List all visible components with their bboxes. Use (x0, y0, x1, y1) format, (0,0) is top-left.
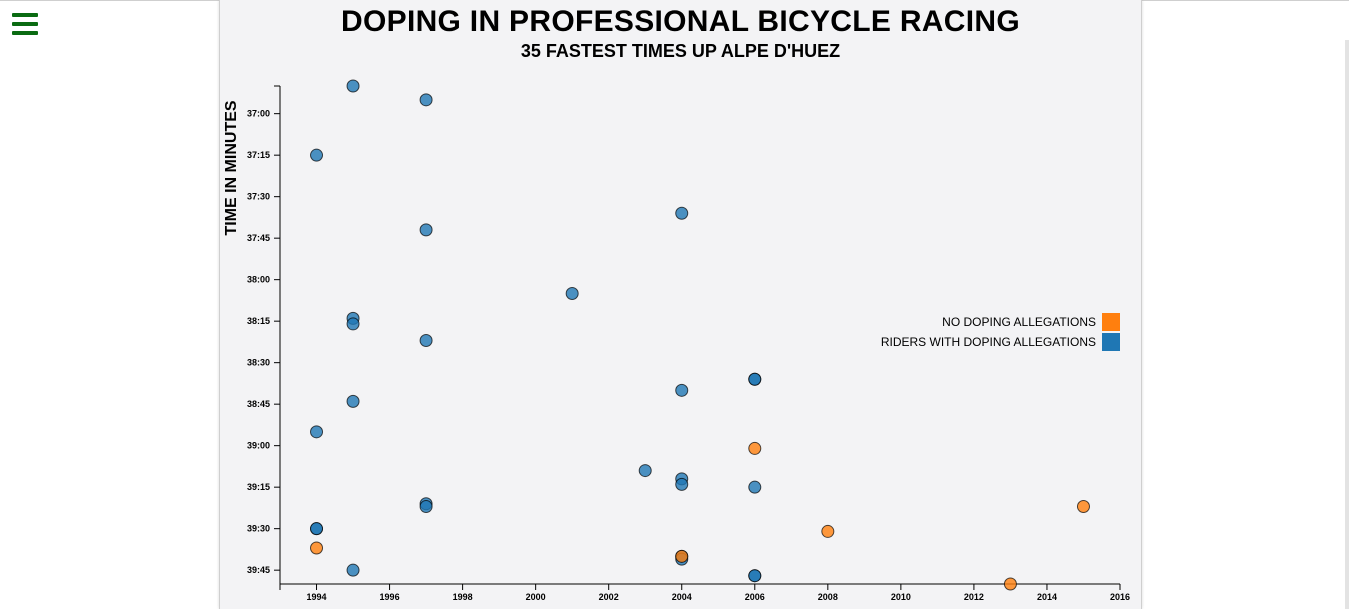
chart-panel (219, 0, 1142, 609)
y-tick-label: 39:15 (247, 482, 270, 492)
data-point[interactable] (346, 317, 360, 331)
x-tick-label: 2012 (964, 592, 984, 602)
y-axis-label: TIME IN MINUTES (223, 100, 240, 235)
data-point[interactable] (675, 206, 689, 220)
x-tick-label: 2004 (672, 592, 692, 602)
x-tick-label: 1996 (380, 592, 400, 602)
y-tick-label: 38:15 (247, 316, 270, 326)
data-point[interactable] (675, 477, 689, 491)
data-point[interactable] (748, 372, 762, 386)
legend-label: RIDERS WITH DOPING ALLEGATIONS (881, 335, 1096, 349)
y-tick-label: 37:30 (247, 192, 270, 202)
legend-swatch (1102, 313, 1120, 331)
data-point[interactable] (346, 394, 360, 408)
data-point[interactable] (419, 223, 433, 237)
x-tick-label: 1994 (307, 592, 327, 602)
y-tick-label: 39:30 (247, 524, 270, 534)
data-point[interactable] (310, 148, 324, 162)
data-point[interactable] (1076, 500, 1090, 514)
data-point[interactable] (638, 464, 652, 478)
x-tick-label: 2002 (599, 592, 619, 602)
y-tick-label: 37:15 (247, 150, 270, 160)
data-point[interactable] (419, 500, 433, 514)
data-point[interactable] (346, 563, 360, 577)
data-point[interactable] (346, 79, 360, 93)
hamburger-menu-icon[interactable] (12, 13, 38, 35)
x-tick-label: 2000 (526, 592, 546, 602)
chart-subtitle: 35 FASTEST TIMES UP ALPE D'HUEZ (520, 41, 841, 61)
data-point[interactable] (310, 522, 324, 536)
data-point[interactable] (748, 569, 762, 583)
data-point[interactable] (821, 524, 835, 538)
x-tick-label: 1998 (453, 592, 473, 602)
x-tick-label: 2008 (818, 592, 838, 602)
data-point[interactable] (310, 541, 324, 555)
y-tick-label: 38:30 (247, 358, 270, 368)
data-point[interactable] (748, 480, 762, 494)
y-tick-label: 37:00 (247, 109, 270, 119)
y-tick-label: 37:45 (247, 233, 270, 243)
data-point[interactable] (419, 334, 433, 348)
y-tick-label: 39:45 (247, 565, 270, 575)
legend-label: NO DOPING ALLEGATIONS (942, 315, 1096, 329)
y-tick-label: 38:45 (247, 399, 270, 409)
data-point[interactable] (675, 549, 689, 563)
x-tick-label: 2006 (745, 592, 765, 602)
data-point[interactable] (310, 425, 324, 439)
data-point[interactable] (675, 383, 689, 397)
x-tick-label: 2010 (891, 592, 911, 602)
legend-swatch (1102, 333, 1120, 351)
data-point[interactable] (1003, 577, 1017, 591)
scrollbar[interactable] (1345, 40, 1349, 609)
data-point[interactable] (419, 93, 433, 107)
data-point[interactable] (565, 287, 579, 300)
x-tick-label: 2014 (1037, 592, 1057, 602)
data-point[interactable] (748, 441, 762, 455)
y-tick-label: 38:00 (247, 275, 270, 285)
chart-title: DOPING IN PROFESSIONAL BICYCLE RACING (341, 5, 1020, 38)
x-tick-label: 2016 (1110, 592, 1130, 602)
y-tick-label: 39:00 (247, 441, 270, 451)
